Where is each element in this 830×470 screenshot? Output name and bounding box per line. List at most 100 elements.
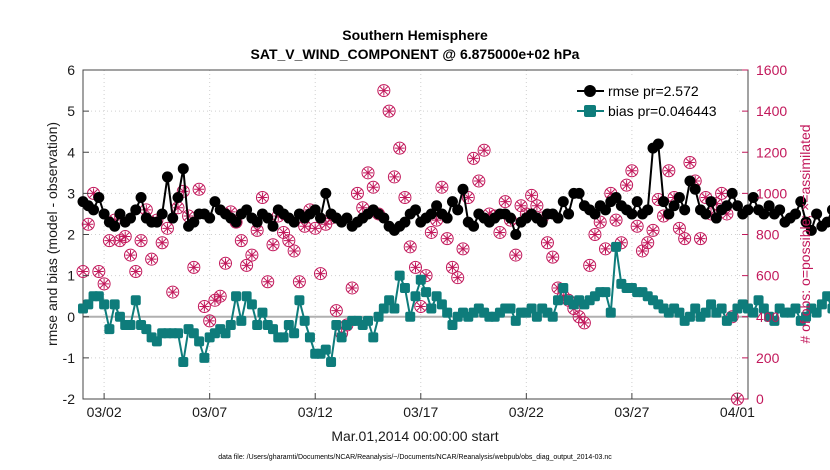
obs-count-point — [435, 180, 449, 194]
rmse-point — [378, 212, 390, 224]
rmse-point — [441, 212, 453, 224]
obs-assimilated-marker — [642, 237, 653, 248]
rmse-point — [88, 204, 100, 216]
y-right-axis-title: # of obs: o=possible; ×=assimilated — [797, 124, 813, 343]
rmse-point — [747, 191, 759, 203]
bias-point — [790, 303, 801, 314]
obs-count-point — [609, 213, 623, 227]
obs-assimilated-marker — [584, 260, 595, 271]
y-right-tick-label: 800 — [756, 227, 780, 243]
obs-count-point — [377, 84, 391, 98]
obs-count-point — [467, 151, 481, 165]
obs-count-point — [546, 250, 560, 264]
legend: rmse pr=2.572 bias pr=0.046443 — [571, 77, 739, 123]
obs-count-point — [350, 186, 364, 200]
bias-point — [173, 328, 183, 339]
obs-count-point — [329, 304, 343, 318]
obs-assimilated-marker — [130, 266, 141, 277]
obs-assimilated-marker — [442, 233, 453, 244]
obs-count-point — [155, 236, 169, 250]
bias-point — [605, 307, 616, 318]
obs-count-point — [345, 281, 359, 295]
rmse-point — [251, 216, 263, 228]
obs-count-point — [641, 236, 655, 250]
obs-count-point — [593, 215, 607, 229]
obs-assimilated-marker — [473, 176, 484, 187]
obs-count-point — [366, 180, 380, 194]
bias-point — [801, 311, 812, 322]
bias-point — [822, 291, 830, 302]
rmse-point — [763, 200, 775, 212]
bias-point — [114, 311, 125, 322]
bias-point — [436, 299, 447, 310]
bias-point — [336, 332, 347, 343]
obs-count-point — [166, 285, 180, 299]
rmse-point — [161, 171, 173, 183]
obs-count-point — [277, 225, 291, 239]
obs-possible-marker — [546, 250, 560, 264]
bias-point — [510, 315, 521, 326]
obs-assimilated-marker — [574, 311, 585, 322]
obs-count-point — [451, 271, 465, 285]
y-right-tick-label: 0 — [756, 391, 764, 407]
obs-count-point — [625, 164, 639, 178]
obs-possible-marker — [81, 217, 95, 231]
obs-count-point — [213, 289, 227, 303]
obs-assimilated-marker — [352, 188, 363, 199]
obs-count-point — [530, 199, 544, 213]
obs-possible-marker — [588, 228, 602, 241]
bias-point — [125, 319, 136, 330]
obs-assimilated-marker — [215, 291, 226, 302]
obs-assimilated-marker — [331, 305, 342, 316]
obs-assimilated-marker — [447, 262, 458, 273]
obs-possible-marker — [292, 275, 306, 289]
obs-possible-marker — [377, 84, 391, 98]
y-left-tick-label: -1 — [63, 350, 76, 366]
obs-assimilated-marker — [431, 215, 442, 226]
bias-point — [246, 299, 257, 310]
bias-point — [241, 291, 252, 302]
y-left-tick-label: 3 — [67, 185, 75, 201]
rmse-point — [726, 187, 738, 199]
obs-assimilated-marker — [648, 225, 658, 236]
x-tick-label: 03/17 — [403, 404, 438, 420]
y-right-tick-label: 1400 — [756, 103, 787, 119]
rmse-point — [209, 196, 221, 208]
y-left-tick-label: 6 — [67, 62, 75, 78]
bias-point — [252, 319, 263, 330]
obs-count-point — [678, 232, 692, 246]
obs-assimilated-marker — [93, 266, 104, 277]
bias-point — [769, 315, 780, 326]
rmse-point — [151, 216, 163, 228]
obs-count-point — [240, 258, 254, 272]
obs-assimilated-marker — [589, 229, 600, 240]
obs-possible-marker — [583, 258, 597, 272]
rmse-point — [446, 196, 458, 208]
obs-possible-marker — [593, 215, 607, 229]
rmse-point — [758, 208, 770, 220]
obs-assimilated-marker — [415, 301, 426, 312]
rmse-series — [77, 138, 830, 240]
obs-assimilated-marker — [611, 215, 622, 226]
y-right-tick-label: 200 — [756, 350, 780, 366]
bias-point — [220, 328, 231, 339]
rmse-point — [826, 204, 830, 215]
obs-possible-marker — [498, 195, 512, 209]
rmse-point — [631, 196, 643, 208]
rmse-point — [742, 204, 754, 216]
rmse-point — [663, 208, 675, 220]
obs-count-point — [192, 182, 206, 196]
obs-assimilated-marker — [452, 272, 463, 283]
rmse-point — [790, 208, 801, 220]
obs-count-point — [255, 190, 269, 204]
bias-point — [326, 356, 337, 367]
obs-possible-marker — [672, 221, 686, 235]
rmse-point — [679, 204, 691, 216]
obs-count-point — [509, 248, 523, 262]
obs-assimilated-marker — [320, 219, 331, 230]
obs-assimilated-marker — [510, 250, 521, 261]
obs-possible-marker — [197, 299, 211, 313]
bias-point — [199, 352, 210, 363]
obs-assimilated-marker — [605, 188, 616, 199]
rmse-point — [805, 224, 817, 236]
